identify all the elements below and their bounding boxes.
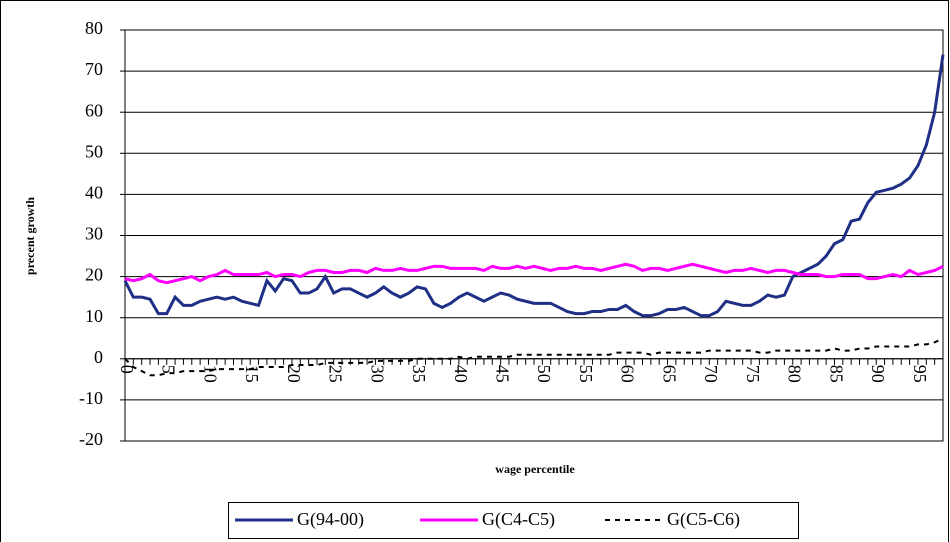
x-tick-label: 45 (492, 365, 512, 383)
x-tick-label: 5 (159, 365, 179, 374)
x-tick-label: 20 (284, 365, 304, 383)
legend-label: G(94-00) (297, 509, 364, 530)
x-tick-label: 80 (785, 365, 805, 383)
x-tick-label: 65 (659, 365, 679, 383)
legend (228, 502, 799, 539)
y-tick-label: 50 (85, 141, 103, 161)
legend-label: G(C4-C5) (482, 509, 555, 530)
y-tick-label: -20 (79, 429, 103, 449)
series-line (123, 54, 945, 318)
x-tick-label: 70 (701, 365, 721, 383)
y-tick-label: 60 (85, 100, 103, 120)
series-line (124, 262, 944, 285)
x-tick-label: 90 (868, 365, 888, 383)
y-tick-label: 40 (85, 183, 103, 203)
y-tick-label: 30 (85, 224, 103, 244)
x-tick-label: 25 (326, 365, 346, 383)
x-tick-label: 35 (409, 365, 429, 383)
y-axis-label: precent growth (23, 197, 37, 275)
y-tick-label: 80 (85, 18, 103, 38)
x-tick-label: 40 (451, 365, 471, 383)
x-tick-label: 50 (534, 365, 554, 383)
x-tick-label: 85 (826, 365, 846, 383)
x-tick-label: 60 (618, 365, 638, 383)
y-tick-label: 70 (85, 59, 103, 79)
y-tick-label: -10 (79, 388, 103, 408)
x-axis-label: wage percentile (495, 462, 575, 476)
y-tick-label: 0 (94, 347, 103, 367)
x-tick-label: 95 (910, 365, 930, 383)
series-line (124, 337, 944, 377)
x-tick-label: 15 (242, 365, 262, 383)
x-tick-label: 10 (200, 365, 220, 383)
y-tick-label: 10 (85, 306, 103, 326)
x-tick-label: 55 (576, 365, 596, 383)
x-tick-label: 30 (367, 365, 387, 383)
x-tick-label: 75 (743, 365, 763, 383)
x-tick-label: 0 (117, 365, 137, 374)
y-tick-label: 20 (85, 265, 103, 285)
legend-label: G(C5-C6) (667, 509, 740, 530)
